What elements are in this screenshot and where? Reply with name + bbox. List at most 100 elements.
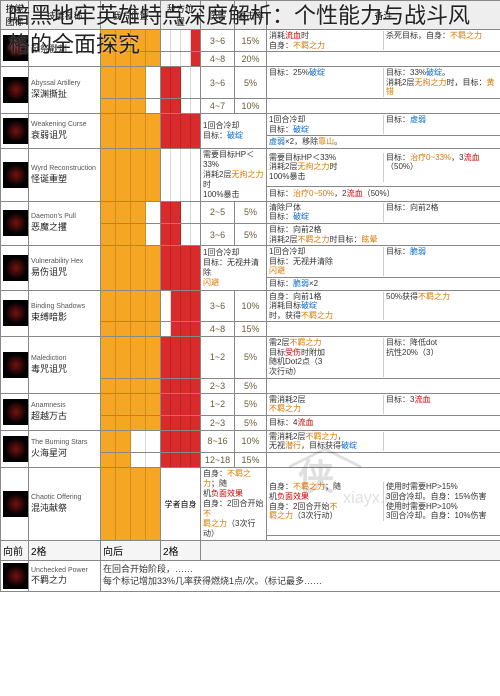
move-back-val: 2格: [161, 541, 201, 561]
pos-cell: [101, 290, 161, 322]
merge-note: 1回合冷却目标：无视并清除闪避: [201, 246, 267, 290]
power-icon: [3, 563, 29, 589]
skill-name: Weakening Curse衰弱诅咒: [29, 113, 101, 148]
pos-cell: [101, 322, 161, 337]
pos-cell: [101, 453, 161, 468]
skill-name: Wyrd Reconstruction怪诞重塑: [29, 148, 101, 201]
crit-cell: 15%: [235, 322, 267, 337]
curse-icon: [3, 118, 29, 144]
dmg-cell: 12~18: [201, 453, 235, 468]
pos-cell: [101, 201, 161, 223]
skill-name: Malediction毒咒诅咒: [29, 337, 101, 393]
pull-icon: [3, 210, 29, 236]
crit-cell: 15%: [235, 453, 267, 468]
note-cell: [267, 378, 500, 393]
dmg-cell: 1~2: [201, 337, 235, 378]
note-cell: 自身：不羁之力；随机负面效果自身：2回合开始不羁之力（3次行动）使用时需要HP>…: [267, 468, 500, 536]
note-cell: 需2层不羁之力目标受伤时附加随机Dot2点（3次行动）目标：降低dot抗性20%…: [267, 337, 500, 378]
tgt-cell: [161, 337, 201, 378]
note-cell: 目标：向前2格消耗2层不羁之力时目标：眩晕: [267, 223, 500, 245]
merge-note: 1回合冷却目标：破绽: [201, 113, 267, 148]
tgt-cell: [161, 415, 201, 430]
tgt-cell: [161, 148, 201, 201]
note-cell: 需消耗2层不羁之力，无视潜行，目标获得破绽: [267, 430, 500, 452]
tgt-cell: [161, 223, 201, 245]
hex-icon: [3, 255, 29, 281]
note-cell: 自身：向前1格消耗目标破绽时，获得不羁之力50%获得不羁之力: [267, 290, 500, 322]
note-cell: 目标：治疗0~50%，2流血（50%）: [267, 186, 500, 201]
dmg-cell: 2~3: [201, 378, 235, 393]
passive-name: Unchecked Power不羁之力: [29, 561, 101, 592]
pos-cell: [101, 337, 161, 378]
note-cell: 1回合冷却目标：无视并清除闪避目标：脆弱: [267, 246, 500, 278]
crit-cell: 10%: [235, 290, 267, 322]
move-fwd-val: 2格: [29, 541, 101, 561]
tgt-cell: [161, 201, 201, 223]
wyrd-icon: [3, 162, 29, 188]
tgt-cell: [161, 67, 201, 99]
dmg-cell: 3~6: [201, 67, 235, 99]
crit-cell: 5%: [235, 378, 267, 393]
tgt-cell: [161, 290, 201, 322]
crit-cell: 5%: [235, 337, 267, 378]
move-back-label: 向后: [101, 541, 161, 561]
dmg-cell: 4~8: [201, 322, 235, 337]
crit-cell: 10%: [235, 98, 267, 113]
pos-cell: [101, 67, 161, 99]
move-fwd-label: 向前: [1, 541, 29, 561]
pos-cell: [101, 415, 161, 430]
skill-name: Daemon's Pull恶魔之攫: [29, 201, 101, 245]
skill-name: Chaotic Offering混沌献祭: [29, 468, 101, 541]
dmg-cell: 2~3: [201, 415, 235, 430]
note-cell: 需要目标HP＜33%消耗2层无拘之力时100%暴击目标：治疗0~33%，3流血（…: [267, 148, 500, 186]
skill-table: 技能图标 技能名称 我方位置 敌方位置 伤害 暴击率 备注 献祭戳刺 3~6 1…: [0, 0, 500, 592]
anam-icon: [3, 399, 29, 425]
tgt-cell: [161, 322, 201, 337]
note-cell: 虚弱×2，移除靠山。: [267, 136, 500, 149]
tgt-cell: [161, 98, 201, 113]
page-title: 暗黑地牢英雄特点深度解析：个性能力与战斗风格的全面探究: [8, 2, 488, 59]
dmg-cell: 2~5: [201, 201, 235, 223]
note-cell: [267, 453, 500, 468]
skill-name: Abyssal Artillery深渊撕扯: [29, 67, 101, 114]
merge-note: 自身：不羁之力；随机负面效果自身：2回合开始不羁之力（3次行动）: [201, 468, 267, 541]
dmg-cell: 1~2: [201, 393, 235, 415]
pos-cell: [101, 246, 161, 290]
tgt-cell: 学者自身: [161, 468, 201, 541]
passive-desc: 在回合开始阶段，……每个标记增加33%几率获得燃烧1点/次。（标记最多……: [101, 561, 500, 592]
tgt-cell: [161, 378, 201, 393]
dmg-cell: 3~6: [201, 223, 235, 245]
note-cell: [267, 98, 500, 113]
pos-cell: [101, 113, 161, 148]
pos-cell: [101, 430, 161, 452]
dmg-cell: 3~6: [201, 290, 235, 322]
skill-name: The Burning Stars火海星河: [29, 430, 101, 467]
note-cell: [267, 322, 500, 337]
dmg-cell: 4~7: [201, 98, 235, 113]
crit-cell: 5%: [235, 201, 267, 223]
move-row: 向前 2格 向后 2格: [1, 541, 500, 561]
tgt-cell: [161, 113, 201, 148]
crit-cell: 5%: [235, 67, 267, 99]
pos-cell: [101, 468, 161, 541]
crit-cell: 5%: [235, 393, 267, 415]
note-cell: 清除尸体目标：破绽目标：向前2格: [267, 201, 500, 223]
stars-icon: [3, 436, 29, 462]
tgt-cell: [161, 393, 201, 415]
tgt-cell: [161, 430, 201, 452]
note-cell: 目标：4流血: [267, 415, 500, 430]
bind-icon: [3, 300, 29, 326]
dmg-cell: 8~16: [201, 430, 235, 452]
skill-name: Vulnerability Hex易伤诅咒: [29, 246, 101, 290]
crit-cell: 5%: [235, 223, 267, 245]
pos-cell: [101, 98, 161, 113]
crit-cell: 10%: [235, 430, 267, 452]
male-icon: [3, 352, 29, 378]
skill-name: Binding Shadows束缚暗影: [29, 290, 101, 337]
tgt-cell: [161, 246, 201, 290]
note-cell: 1回合冷却目标：破绽目标：虚弱: [267, 113, 500, 135]
pos-cell: [101, 223, 161, 245]
passive-row: Unchecked Power不羁之力 在回合开始阶段，……每个标记增加33%几…: [1, 561, 500, 592]
pos-cell: [101, 378, 161, 393]
pos-cell: [101, 393, 161, 415]
